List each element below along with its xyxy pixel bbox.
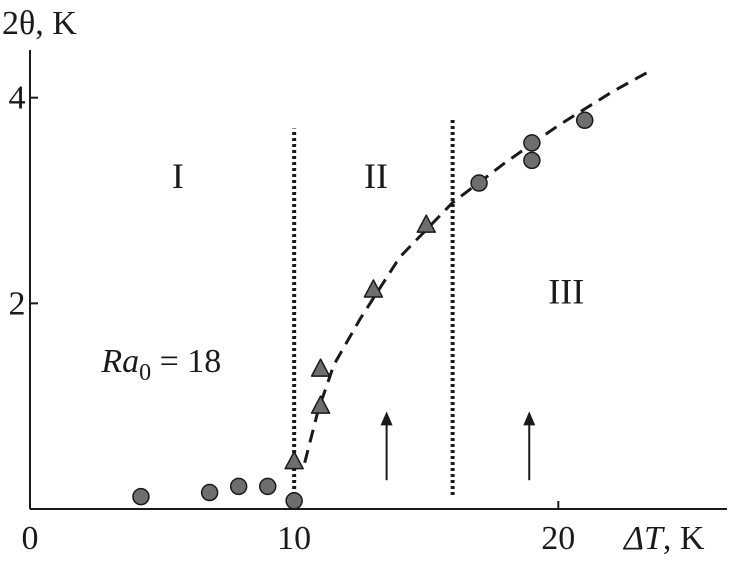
triangle-point-3 [310,358,331,377]
circle-point-2 [200,483,219,502]
x-axis-label-unit: , K [663,520,705,557]
arrow-2 [523,411,536,481]
rayleigh-label: Ra0 = 18 [100,343,221,386]
circle-point-4 [258,477,277,496]
rayleigh-subscript: 0 [139,360,151,386]
x-tick-label-0: 0 [22,520,39,557]
circle-point-6 [470,174,488,192]
circle-point-3 [229,477,248,496]
x-tick-label-1: 10 [277,520,311,557]
fit-curve-group [303,70,649,464]
arrow-head-1 [380,411,393,426]
triangle-point-2 [310,395,331,414]
x-tick-label-2: 20 [541,520,575,557]
rayleigh-var: Ra [100,343,139,380]
circle-point-7 [523,134,541,152]
region-2-label: II [364,156,388,196]
region-boundaries [292,118,455,495]
y-tick-label-1: 4 [9,80,26,117]
triangle-point-4 [363,279,384,298]
region-1-label: I [172,156,184,196]
points-group [132,111,594,510]
y-axis-label: 2θ, K [2,5,77,42]
y-tick-label-0: 2 [9,285,26,322]
arrow-head-2 [523,411,536,426]
circle-point-9 [575,111,594,130]
circle-point-1 [132,487,150,506]
fit-curve [303,70,649,464]
triangle-point-1 [284,450,304,470]
x-axis-label-symbol: ΔT [622,520,665,557]
circle-point-8 [523,151,541,170]
x-axis-label: ΔT, K [622,520,705,557]
region-3-label: III [548,271,584,311]
ticks-group: 0 10 20 2 4 [9,80,576,557]
arrows-group [380,411,536,481]
circle-point-5 [285,492,303,510]
arrow-1 [380,411,393,481]
triangle-point-5 [416,214,436,233]
rayleigh-value: = 18 [151,343,221,380]
